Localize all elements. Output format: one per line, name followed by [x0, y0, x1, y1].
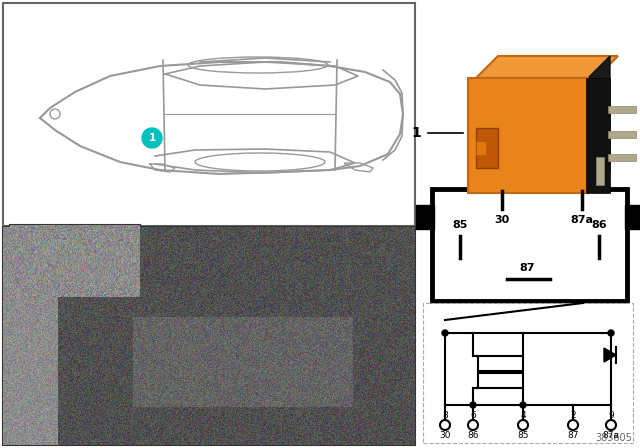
- Text: 1: 1: [174, 413, 182, 423]
- Bar: [468, 78, 588, 193]
- Text: 86: 86: [591, 220, 607, 230]
- Text: 6: 6: [470, 410, 476, 419]
- Bar: [478, 373, 523, 388]
- Circle shape: [468, 420, 478, 430]
- Text: 1: 1: [411, 126, 421, 140]
- Circle shape: [608, 330, 614, 336]
- Bar: [416, 205, 434, 229]
- Bar: [3, 227, 415, 445]
- Text: 1: 1: [148, 133, 156, 143]
- Text: X6318: X6318: [78, 364, 118, 374]
- Circle shape: [50, 109, 60, 119]
- Bar: [478, 356, 523, 371]
- Text: 2: 2: [570, 410, 576, 419]
- Circle shape: [442, 330, 448, 336]
- Circle shape: [520, 402, 526, 408]
- Bar: [625, 205, 640, 229]
- Text: K6318: K6318: [78, 347, 118, 357]
- Circle shape: [167, 407, 189, 429]
- Text: 30: 30: [494, 215, 509, 225]
- Bar: [586, 78, 610, 193]
- Text: X14266: X14266: [171, 300, 219, 310]
- Text: 87a: 87a: [602, 431, 620, 439]
- Text: A8683: A8683: [255, 295, 295, 305]
- Text: 30: 30: [439, 431, 451, 439]
- Circle shape: [606, 420, 616, 430]
- Bar: [608, 106, 636, 113]
- Text: EO E63 24 0003: EO E63 24 0003: [314, 434, 387, 443]
- Bar: [608, 131, 636, 138]
- Text: 9: 9: [608, 410, 614, 419]
- Text: 85: 85: [517, 431, 529, 439]
- Bar: [476, 141, 486, 155]
- Circle shape: [470, 402, 476, 408]
- Bar: [476, 128, 498, 168]
- Polygon shape: [604, 348, 616, 362]
- Circle shape: [142, 128, 162, 148]
- Bar: [3, 3, 415, 226]
- Text: 4: 4: [520, 410, 526, 419]
- Bar: [10, 225, 140, 297]
- Bar: [432, 189, 627, 301]
- Text: 85: 85: [452, 220, 468, 230]
- Circle shape: [518, 420, 528, 430]
- Polygon shape: [588, 56, 610, 193]
- Bar: [423, 303, 633, 443]
- Text: 87: 87: [519, 263, 535, 273]
- Bar: [608, 154, 636, 161]
- Polygon shape: [476, 56, 618, 78]
- Circle shape: [568, 420, 578, 430]
- Text: 87a: 87a: [570, 215, 593, 225]
- Text: 87: 87: [567, 431, 579, 439]
- Text: 383605: 383605: [595, 433, 632, 443]
- Bar: [596, 157, 604, 185]
- Circle shape: [440, 420, 450, 430]
- Text: 86: 86: [467, 431, 479, 439]
- Bar: [420, 0, 640, 223]
- Text: 8: 8: [442, 410, 448, 419]
